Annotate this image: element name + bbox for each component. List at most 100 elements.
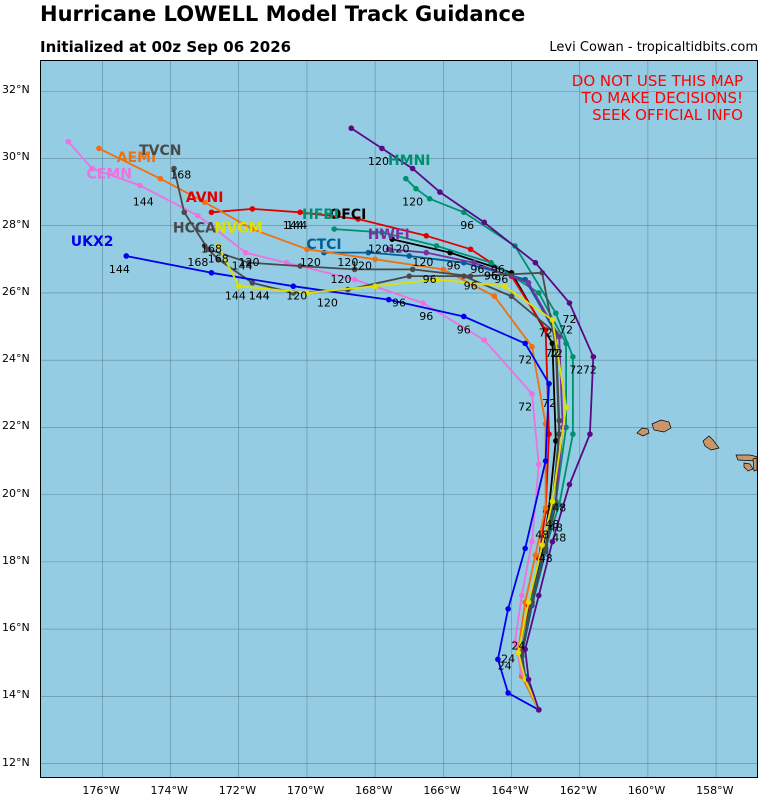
hour-label: 96: [494, 273, 508, 286]
lon-tick-label: 158°W: [696, 784, 734, 797]
track-point: [385, 246, 392, 253]
lon-tick-label: 174°W: [150, 784, 188, 797]
lon-tick-label: 164°W: [491, 784, 529, 797]
lanai-island: [735, 454, 757, 462]
lat-tick-label: 30°N: [2, 150, 30, 164]
track-point: [460, 313, 467, 320]
track-point: [512, 639, 518, 646]
hour-label: 120: [368, 243, 389, 256]
track-point: [433, 243, 440, 249]
track-point: [549, 498, 556, 505]
model-label-ctci: CTCI: [306, 237, 341, 253]
track-point: [515, 649, 522, 656]
track-point: [433, 276, 440, 283]
graticule: [41, 61, 757, 777]
hour-label: 96: [457, 323, 471, 336]
track-point: [505, 690, 511, 696]
lat-tick-label: 14°N: [2, 688, 30, 702]
hour-label: 168: [201, 243, 222, 256]
lon-tick-label: 170°W: [286, 784, 325, 797]
track-point: [208, 209, 215, 216]
hour-label: 96: [464, 280, 478, 293]
hour-label: 72: [562, 313, 576, 326]
hour-label: 24: [501, 653, 515, 666]
track-point: [171, 165, 177, 172]
track-point: [549, 317, 556, 323]
track-hwfi: [385, 246, 566, 713]
lat-tick-label: 28°N: [2, 217, 30, 231]
hour-label: 72: [539, 327, 553, 340]
track-point: [440, 266, 447, 273]
hour-label: 168: [187, 256, 208, 269]
hour-label: 48: [552, 532, 566, 545]
track-point: [423, 232, 430, 239]
track-point: [532, 552, 539, 558]
track-point: [304, 290, 310, 296]
track-point: [535, 290, 542, 296]
track-point: [385, 296, 392, 303]
track-point: [553, 310, 559, 316]
track-point: [549, 538, 556, 545]
track-point: [181, 209, 187, 216]
track-point: [290, 283, 297, 290]
track-point: [522, 646, 528, 653]
track-point: [437, 189, 443, 195]
track-point: [467, 246, 474, 253]
track-point: [351, 276, 358, 283]
track-point: [283, 259, 290, 266]
hour-label: 96: [392, 296, 406, 309]
track-point: [215, 256, 222, 263]
lon-tick-label: 168°W: [355, 784, 393, 797]
track-point: [201, 199, 208, 205]
credit: Levi Cowan - tropicaltidbits.com: [549, 40, 758, 55]
track-point: [590, 354, 597, 360]
track-ukx2: [123, 253, 552, 713]
track-point: [481, 337, 488, 343]
track-point: [249, 206, 256, 212]
track-point: [542, 545, 549, 552]
track-point: [563, 404, 569, 411]
track-point: [535, 461, 542, 468]
track-point: [546, 380, 552, 387]
maui-island: [743, 462, 754, 472]
lat-tick-label: 16°N: [2, 621, 30, 635]
track-unnamed: [348, 125, 597, 713]
track-point: [195, 212, 201, 219]
track-line: [217, 245, 567, 711]
track-point: [501, 283, 508, 290]
track-point: [529, 390, 535, 397]
track-point: [522, 340, 528, 347]
hour-label: 144: [225, 290, 246, 303]
hour-label: 72: [549, 347, 563, 360]
hour-label: 96: [447, 259, 461, 272]
model-label-cemn: CEMN: [86, 167, 132, 183]
model-tracks: [65, 125, 597, 713]
track-point: [525, 280, 532, 286]
lat-tick-label: 24°N: [2, 352, 30, 366]
hour-label: 144: [249, 290, 270, 303]
hour-label: 144: [232, 259, 253, 272]
hour-label: 96: [484, 269, 498, 282]
hour-label: 120: [389, 243, 410, 256]
track-point: [137, 182, 143, 189]
hour-label: 72: [542, 397, 556, 410]
track-line: [173, 168, 561, 711]
track-point: [372, 283, 378, 290]
track-line: [334, 228, 567, 711]
track-point: [460, 209, 467, 216]
track-hfbi: [331, 226, 569, 713]
lat-tick-label: 26°N: [2, 284, 30, 298]
forecast-hour-labels: 7296120144729612012072967296168168961441…: [109, 155, 597, 672]
track-line: [350, 127, 595, 711]
track-aemi: [96, 145, 549, 713]
hawaii-island: [752, 457, 757, 472]
model-label-hfbi: HFBI: [302, 207, 339, 223]
track-point: [406, 253, 413, 259]
track-point: [420, 300, 426, 306]
lon-tick-label: 162°W: [559, 784, 598, 797]
track-point: [525, 599, 532, 606]
page-title: Hurricane LOWELL Model Track Guidance: [40, 2, 526, 26]
hour-label: 144: [133, 196, 154, 209]
hour-label: 144: [286, 219, 307, 232]
track-point: [157, 175, 164, 182]
